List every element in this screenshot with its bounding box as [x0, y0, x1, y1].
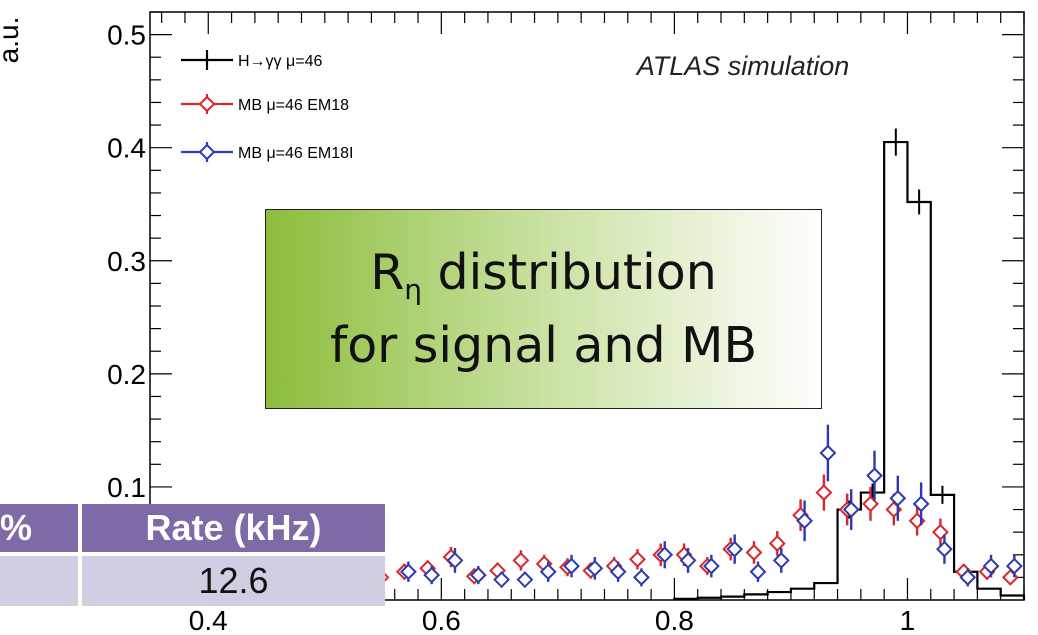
mb-em18i-diamond-marker — [749, 563, 767, 581]
mb-em18i-point — [702, 554, 720, 578]
mb-em18i-point — [516, 571, 534, 589]
y-tick-label: 0.3 — [107, 246, 146, 277]
y-tick-label: 0.4 — [107, 133, 146, 164]
legend-diamond-marker — [198, 95, 216, 113]
mb-em18i-diamond-marker — [656, 546, 674, 564]
mb-em18i-diamond-marker — [912, 495, 930, 513]
mb-em18i-diamond-marker — [423, 566, 441, 584]
mb-em18i-diamond-marker — [539, 563, 557, 581]
cell-percent — [0, 554, 80, 606]
mb-em18i-point — [819, 424, 837, 482]
mb-em18i-point — [866, 450, 883, 501]
legend-entry-2: MB μ=46 EM18I — [181, 142, 354, 162]
mb-em18i-point — [423, 566, 441, 585]
mb-em18-diamond-marker — [745, 544, 763, 561]
legend-entry-0: H→γγ μ=46 — [181, 50, 322, 70]
plot-annotation: ATLAS simulation — [635, 51, 850, 81]
x-tick-label: 1 — [900, 605, 916, 635]
mb-em18i-diamond-marker — [702, 557, 720, 575]
x-tick-label: 0.8 — [655, 605, 694, 635]
mb-em18-diamond-marker — [815, 484, 833, 501]
mb-em18i-point — [749, 561, 767, 582]
callout-line-1: Rη distribution — [370, 240, 717, 313]
header-percent: % — [0, 504, 80, 556]
mb-em18i-diamond-marker — [796, 512, 814, 530]
mb-em18-point — [512, 550, 530, 571]
mb-em18i-point — [586, 557, 604, 580]
y-tick-label: 0.5 — [107, 20, 146, 51]
mb-em18i-point — [959, 568, 977, 587]
mb-em18i-point — [469, 566, 487, 585]
mb-em18-point — [815, 474, 833, 511]
mb-em18i-diamond-marker — [586, 559, 604, 577]
mb-em18i-diamond-marker — [563, 557, 580, 575]
mb-em18-diamond-marker — [629, 550, 646, 568]
mb-em18i-diamond-marker — [633, 568, 650, 586]
x-tick-label: 0.4 — [189, 605, 228, 635]
legend-diamond-marker — [198, 143, 216, 161]
legend-label: MB μ=46 EM18 — [238, 97, 349, 114]
mb-em18-diamond-marker — [932, 523, 949, 541]
callout-eta-subscript: η — [404, 272, 422, 306]
mb-em18i-diamond-marker — [866, 467, 883, 485]
mb-em18i-diamond-marker — [446, 552, 464, 569]
mb-em18i-point — [936, 534, 953, 564]
mb-em18i-point — [1005, 554, 1023, 578]
mb-em18-point — [932, 518, 949, 546]
legend-entry-1: MB μ=46 EM18 — [181, 94, 349, 114]
mb-em18i-diamond-marker — [772, 552, 790, 569]
mb-em18i-diamond-marker — [609, 563, 627, 581]
mb-em18i-diamond-marker — [842, 501, 860, 518]
mb-em18i-point — [679, 547, 697, 573]
y-tick-label: 0.2 — [107, 359, 146, 390]
y-axis-label: a.u. — [0, 17, 24, 64]
mb-em18i-point — [446, 547, 464, 573]
mb-em18i-diamond-marker — [889, 489, 907, 507]
rate-table: % Rate (kHz) 12.6 — [0, 504, 385, 606]
callout-title-rest: distribution — [421, 243, 717, 301]
mb-em18i-point — [726, 534, 744, 564]
mb-em18-diamond-marker — [768, 535, 786, 552]
mb-em18i-point — [539, 561, 557, 582]
mb-em18i-diamond-marker — [399, 563, 417, 581]
mb-em18-point — [745, 541, 763, 564]
mb-em18i-point — [399, 561, 417, 582]
mb-em18i-diamond-marker — [469, 566, 487, 584]
mb-em18i-diamond-marker — [726, 540, 744, 558]
mb-em18i-point — [772, 547, 790, 573]
mb-em18i-point — [609, 561, 627, 582]
mb-em18i-diamond-marker — [819, 444, 837, 462]
cell-rate: 12.6 — [78, 554, 385, 606]
mb-em18-point — [629, 549, 646, 570]
mb-em18i-diamond-marker — [959, 568, 977, 586]
legend-label: MB μ=46 EM18I — [238, 145, 354, 162]
mb-em18-point — [768, 531, 786, 556]
mb-em18i-point — [493, 571, 511, 589]
mb-em18-diamond-marker — [512, 552, 530, 569]
rate-table-header: % Rate (kHz) — [0, 504, 385, 556]
callout-line-2: for signal and MB — [329, 316, 758, 374]
mb-em18i-diamond-marker — [679, 552, 697, 569]
mb-em18i-diamond-marker — [516, 571, 534, 589]
mb-em18i-point — [563, 554, 580, 578]
mb-em18i-point — [889, 475, 907, 521]
mb-em18i-point — [656, 541, 674, 569]
mb-em18i-diamond-marker — [493, 571, 511, 589]
legend-label: H→γγ μ=46 — [238, 53, 322, 70]
header-rate: Rate (kHz) — [78, 504, 385, 556]
mb-em18i-point — [912, 482, 930, 526]
callout-r-symbol: R — [370, 243, 405, 301]
mb-em18i-diamond-marker — [1005, 557, 1023, 575]
rate-table-row: 12.6 — [0, 554, 385, 606]
mb-em18i-point — [633, 568, 650, 587]
mb-em18i-point — [842, 489, 860, 530]
mb-em18i-diamond-marker — [936, 540, 953, 558]
mb-em18i-diamond-marker — [982, 557, 1000, 575]
rate-distribution-callout: Rη distribution for signal and MB — [265, 209, 822, 409]
mb-em18i-point — [982, 554, 1000, 578]
x-tick-label: 0.6 — [422, 605, 461, 635]
mb-em18i-point — [796, 500, 814, 542]
y-tick-label: 0.1 — [107, 472, 146, 503]
